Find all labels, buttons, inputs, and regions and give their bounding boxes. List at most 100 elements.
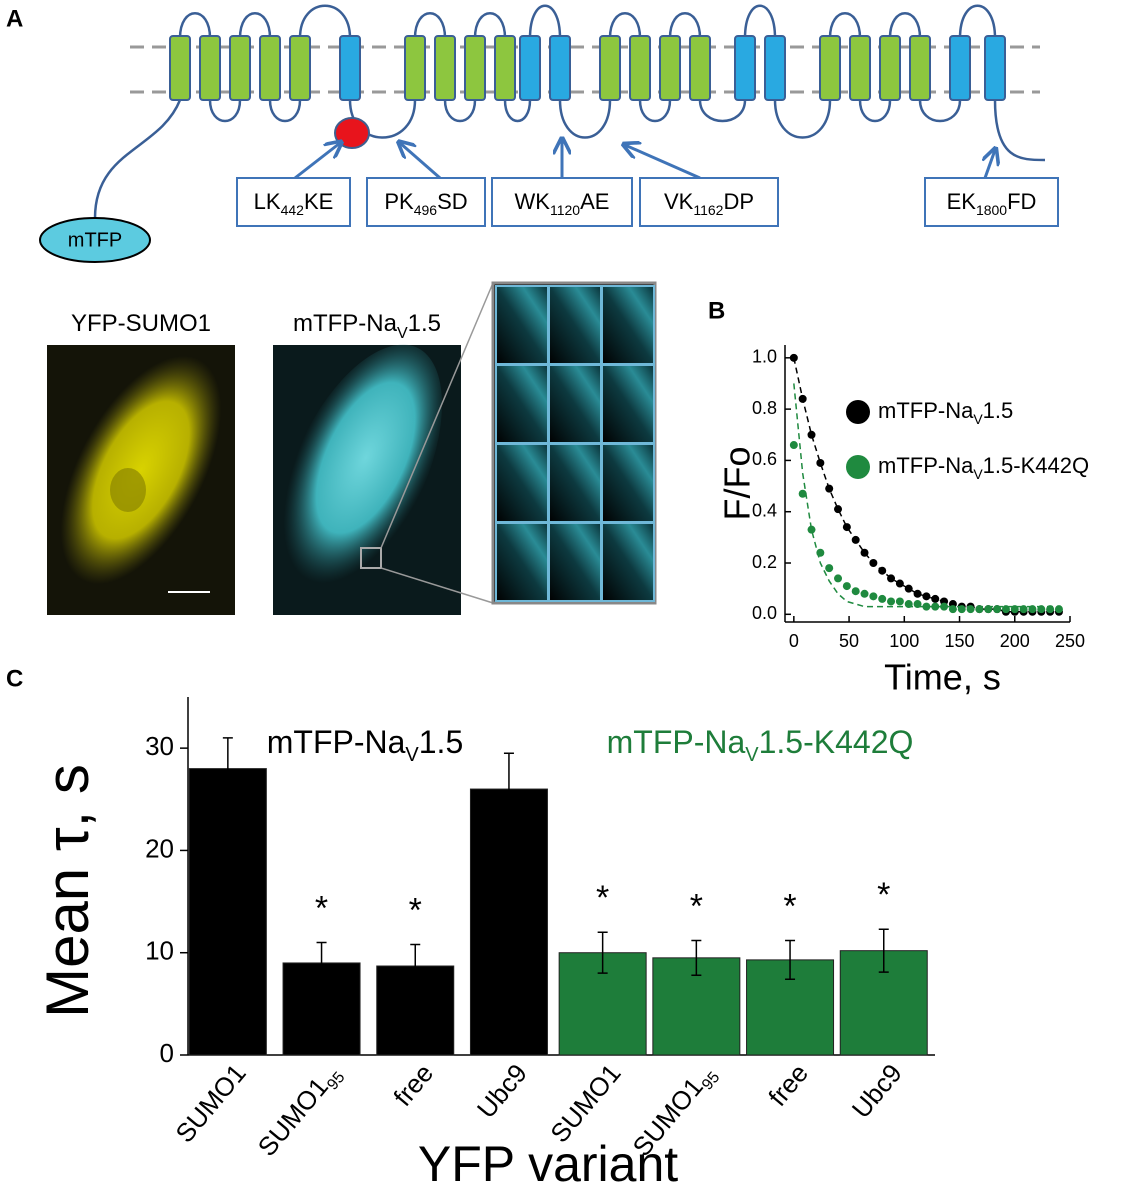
- data-point: [842, 582, 851, 591]
- y-tick-label: 0.6: [752, 449, 777, 469]
- x-tick-label: Ubc9: [471, 1058, 533, 1124]
- data-point: [798, 394, 807, 403]
- significance: *: [409, 892, 422, 930]
- data-point: [1010, 605, 1019, 614]
- arrow: [625, 145, 701, 180]
- error-bar: [410, 943, 421, 989]
- text-part: LK: [254, 189, 281, 214]
- helix: [819, 35, 841, 101]
- error-bar: [222, 737, 233, 801]
- site-box: [491, 177, 633, 227]
- x-tick-label: 100: [889, 631, 919, 651]
- error-bar: [597, 931, 608, 974]
- x-tick-label: free: [387, 1058, 439, 1112]
- helix: [259, 35, 281, 101]
- x-tick-label: 0: [789, 631, 799, 651]
- helix: [289, 35, 311, 101]
- site-label: EK1800FD: [947, 189, 1037, 218]
- micrograph-mtfp: [273, 282, 494, 615]
- bar: [188, 768, 267, 1056]
- error-bar: [503, 752, 514, 826]
- text-part: AE: [580, 189, 609, 214]
- helix: [339, 35, 361, 101]
- text-part: SUMO1: [544, 1058, 626, 1148]
- data-point: [966, 605, 975, 614]
- data-point: [887, 597, 896, 606]
- legend-marker: [846, 455, 870, 479]
- data-point: [1001, 605, 1010, 614]
- data-point: [798, 489, 807, 498]
- helix: [229, 35, 251, 101]
- channel: [93, 4, 1046, 219]
- subscript: 1162: [693, 202, 723, 218]
- error-bar: [878, 928, 889, 973]
- site-box: [236, 177, 351, 227]
- data-point: [869, 559, 878, 568]
- x-tick-label: SUMO1: [544, 1058, 626, 1148]
- helix: [629, 35, 651, 101]
- helix: [519, 35, 541, 101]
- data-point: [789, 353, 798, 362]
- data-point: [922, 592, 931, 601]
- subscript: 1800: [976, 202, 1007, 218]
- subscript: 442: [281, 202, 305, 218]
- panel-label: A: [6, 5, 23, 32]
- zoom-cell: [495, 285, 549, 365]
- y-axis-label: Mean τ, s: [34, 764, 101, 1018]
- helix: [169, 35, 191, 101]
- text-part: KE: [304, 189, 333, 214]
- x-tick-label: SUMO195: [252, 1058, 349, 1164]
- helix: [949, 35, 971, 101]
- data-point: [851, 587, 860, 596]
- fit-line: [793, 357, 1059, 613]
- significance: *: [315, 889, 328, 927]
- helix: [734, 35, 756, 101]
- significance: *: [877, 876, 890, 914]
- zoom-cell: [601, 285, 655, 365]
- y-axis-label: F/Fo: [717, 446, 758, 520]
- site-box: [924, 177, 1059, 227]
- text-part: EK: [947, 189, 977, 214]
- data-point: [816, 458, 825, 467]
- helix: [434, 35, 456, 101]
- data-point: [913, 589, 922, 598]
- site-label: LK442KE: [254, 189, 334, 218]
- zoom-cell: [548, 285, 602, 365]
- data-point: [904, 584, 913, 593]
- text-part: SUMO1: [169, 1058, 251, 1148]
- data-point: [887, 574, 896, 583]
- data-point: [860, 548, 869, 557]
- x-axis-label: Time, s: [884, 657, 1001, 698]
- text-part: free: [387, 1058, 439, 1112]
- data-point: [878, 594, 887, 603]
- helix: [879, 35, 901, 101]
- text-part: 1.5: [983, 398, 1014, 423]
- data-point: [807, 525, 816, 534]
- text-part: 1.5: [419, 724, 463, 760]
- data-point: [807, 430, 816, 439]
- x-tick-label: 200: [1000, 631, 1030, 651]
- x-tick-label: free: [762, 1058, 814, 1112]
- x-tick-label: SUMO1: [169, 1058, 251, 1148]
- text-part: free: [762, 1058, 814, 1112]
- mtfp-tag: [39, 217, 151, 263]
- site-label: PK496SD: [384, 189, 467, 218]
- micrograph-label: mTFP-NaV1.5: [293, 310, 441, 341]
- text-part: YFP-SUMO1: [71, 310, 211, 337]
- data-point: [895, 579, 904, 588]
- data-point: [1028, 605, 1037, 614]
- helix: [549, 35, 571, 101]
- subscript: V: [405, 744, 419, 766]
- zoom-grid: [491, 281, 657, 605]
- text-part: mTFP-Na: [267, 724, 406, 760]
- zoom-cell: [548, 522, 602, 602]
- tag-label: mTFP: [68, 229, 122, 251]
- zoom-cell: [548, 364, 602, 444]
- data-point: [825, 484, 834, 493]
- text-part: SUMO1: [252, 1072, 334, 1162]
- error-bar: [785, 939, 796, 981]
- data-point: [922, 602, 931, 611]
- data-point: [957, 605, 966, 614]
- data-point: [851, 535, 860, 544]
- helix: [464, 35, 486, 101]
